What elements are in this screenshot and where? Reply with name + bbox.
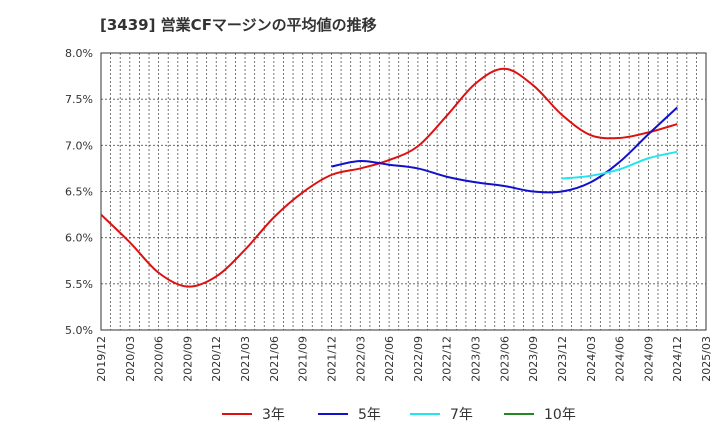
series-line-3 <box>561 150 678 180</box>
y-tick-label: 7.5% <box>65 93 93 106</box>
plot-area <box>101 53 706 330</box>
axes: 5.0% 5.5% 6.0% 6.5% 7.0% 7.5% 8.0% 2019/12 2020/… <box>65 47 713 382</box>
y-tick-label: 7.0% <box>65 139 93 152</box>
x-tick-label: 2024/03 <box>585 336 598 382</box>
x-tick-label: 2024/09 <box>642 336 655 382</box>
chart-title: [3439] 営業CFマージンの平均値の推移 <box>100 16 377 34</box>
x-tick-label: 2020/06 <box>153 336 166 382</box>
x-tick-label: 2022/12 <box>441 336 454 382</box>
x-tick-label: 2023/09 <box>527 336 540 382</box>
series-line-1 <box>100 67 678 288</box>
x-tick-label: 2020/03 <box>124 336 137 382</box>
x-tick-label: 2021/12 <box>325 336 338 382</box>
y-tick-label: 6.0% <box>65 232 93 245</box>
x-tick-label: 2020/12 <box>210 336 223 382</box>
y-tick-label: 6.5% <box>65 186 93 199</box>
x-tick-label: 2021/06 <box>268 336 281 382</box>
x-tick-label: 2023/06 <box>498 336 511 382</box>
grid-lines <box>100 52 707 331</box>
x-tick-label: 2022/03 <box>354 336 367 382</box>
x-tick-label: 2021/09 <box>297 336 310 382</box>
x-tick-label: 2022/09 <box>412 336 425 382</box>
y-tick-label: 5.5% <box>65 278 93 291</box>
x-tick-label: 2024/12 <box>671 336 684 382</box>
y-tick-label: 8.0% <box>65 47 93 60</box>
series-lines <box>100 67 678 288</box>
x-tick-label: 2025/03 <box>700 336 713 382</box>
legend-label: 3年 <box>262 407 285 423</box>
x-tick-label: 2022/06 <box>383 336 396 382</box>
series-line-2 <box>331 106 678 194</box>
legend: 3年 5年 7年 10年 <box>222 407 576 423</box>
legend-label: 5年 <box>358 407 381 423</box>
legend-label: 7年 <box>450 407 473 423</box>
x-tick-label: 2023/03 <box>470 336 483 382</box>
x-tick-label: 2020/09 <box>181 336 194 382</box>
legend-label: 10年 <box>544 407 576 423</box>
x-tick-label: 2024/06 <box>614 336 627 382</box>
x-tick-label: 2023/12 <box>556 336 569 382</box>
plot-frame <box>100 52 707 331</box>
x-tick-label: 2019/12 <box>95 336 108 382</box>
y-tick-label: 5.0% <box>65 324 93 337</box>
x-tick-label: 2021/03 <box>239 336 252 382</box>
